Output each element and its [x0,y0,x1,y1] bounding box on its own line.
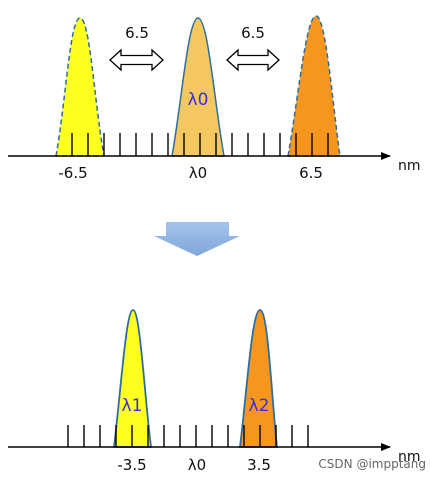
peak-2 [238,309,278,448]
right-peak [287,15,341,157]
bottom-tick-label-left: -3.5 [117,456,146,474]
spacing-arrow-right [226,48,280,72]
center-peak-label: λ0 [188,90,209,110]
bottom-tick-label-center: λ0 [188,456,206,474]
bottom-tick-label-right: 3.5 [247,456,271,474]
top-tick-label-right: 6.5 [299,164,323,182]
top-tick-marks [71,133,329,156]
top-axis-unit: nm [398,158,421,174]
spacing-label-left: 6.5 [125,24,149,42]
top-tick-label-left: -6.5 [58,164,87,182]
peak-2-label: λ2 [249,396,270,416]
center-peak [171,17,225,157]
spacing-label-right: 6.5 [241,24,265,42]
bottom-panel: λ1 λ2 nm -3.5 λ0 3.5 [8,309,421,474]
peak-1-label: λ1 [122,396,143,416]
watermark: CSDN @impptang [318,457,426,471]
top-panel: 6.5 6.5 λ0 nm -6.5 λ0 6.5 [8,15,421,182]
bottom-tick-marks [67,425,309,447]
down-arrow [154,222,240,256]
bottom-axis-unit: nm [398,449,421,465]
left-peak [55,17,105,157]
spacing-arrow-left [109,48,164,72]
peak-1 [112,309,153,448]
top-tick-label-center: λ0 [189,164,207,182]
